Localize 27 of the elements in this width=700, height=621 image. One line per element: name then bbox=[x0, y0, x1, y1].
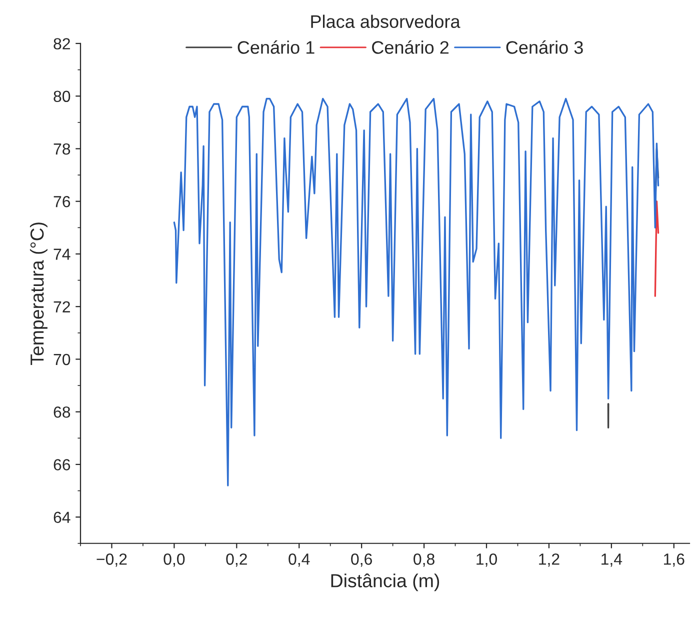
x-tick-label: 1,6 bbox=[664, 554, 684, 567]
x-tick-label: 0,2 bbox=[226, 554, 247, 567]
x-tick-label: 1,4 bbox=[602, 554, 622, 567]
y-tick-label: 64 bbox=[54, 512, 70, 524]
y-axis-title: Temperatura (°C) bbox=[30, 222, 48, 365]
x-tick-label: −0,2 bbox=[96, 554, 127, 567]
y-tick-label: 76 bbox=[54, 196, 70, 208]
legend-label: Cenário 3 bbox=[506, 40, 583, 54]
legend-label: Cenário 2 bbox=[372, 40, 449, 54]
line-series bbox=[173, 98, 660, 486]
y-tick-label: 70 bbox=[54, 354, 70, 366]
y-tick-label: 66 bbox=[54, 459, 70, 470]
x-tick-label: 0,0 bbox=[164, 554, 185, 567]
y-tick-label: 82 bbox=[54, 38, 70, 50]
y-tick-label: 68 bbox=[54, 406, 70, 418]
x-tick-label: 1,2 bbox=[539, 554, 560, 567]
x-tick-label: 0,8 bbox=[414, 554, 434, 567]
x-axis-title: Distância (m) bbox=[331, 574, 440, 592]
x-tick-label: 1,0 bbox=[476, 554, 497, 567]
legend-label: Cenário 1 bbox=[238, 40, 314, 54]
x-tick-label: 0,6 bbox=[351, 554, 372, 567]
y-tick-label: 72 bbox=[54, 301, 70, 312]
y-tick-label: 78 bbox=[54, 143, 70, 155]
x-tick-label: 0,4 bbox=[288, 554, 310, 567]
legend-title: Placa absorvedora bbox=[311, 14, 460, 28]
y-tick-label: 74 bbox=[54, 248, 70, 260]
y-tick-label: 80 bbox=[54, 90, 70, 102]
